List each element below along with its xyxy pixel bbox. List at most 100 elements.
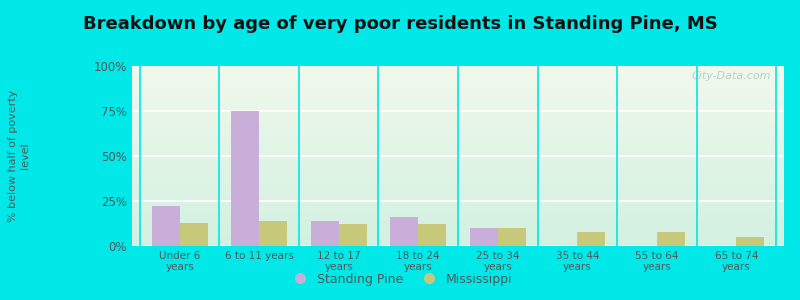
Bar xyxy=(132,68,784,69)
Bar xyxy=(132,104,784,105)
Bar xyxy=(132,89,784,90)
Bar xyxy=(132,119,784,120)
Bar xyxy=(390,217,418,246)
Bar xyxy=(132,215,784,216)
Text: % below half of poverty
level: % below half of poverty level xyxy=(8,90,30,222)
Bar xyxy=(132,146,784,147)
Bar xyxy=(132,140,784,141)
Bar xyxy=(132,170,784,171)
Bar xyxy=(132,203,784,204)
Bar xyxy=(132,228,784,229)
Bar xyxy=(132,204,784,205)
Bar xyxy=(132,130,784,131)
Bar xyxy=(132,114,784,115)
Bar xyxy=(132,129,784,130)
Bar xyxy=(132,200,784,201)
Bar xyxy=(132,152,784,153)
Bar xyxy=(132,149,784,150)
Bar xyxy=(132,242,784,243)
Bar xyxy=(132,169,784,170)
Bar xyxy=(132,80,784,81)
Bar xyxy=(132,145,784,146)
Bar xyxy=(132,151,784,152)
Bar xyxy=(132,86,784,87)
Bar xyxy=(132,164,784,165)
Bar xyxy=(132,121,784,122)
Bar xyxy=(132,112,784,113)
Bar xyxy=(132,167,784,168)
Bar xyxy=(132,132,784,133)
Bar xyxy=(132,66,784,67)
Bar xyxy=(132,191,784,192)
Bar xyxy=(132,160,784,161)
Bar xyxy=(132,183,784,184)
Bar xyxy=(132,157,784,158)
Bar xyxy=(132,231,784,232)
Bar xyxy=(132,214,784,215)
Bar xyxy=(132,163,784,164)
Bar xyxy=(132,93,784,94)
Bar xyxy=(132,234,784,235)
Bar xyxy=(132,113,784,114)
Bar xyxy=(132,98,784,99)
Bar xyxy=(132,153,784,154)
Bar xyxy=(259,221,287,246)
Bar xyxy=(132,90,784,91)
Bar xyxy=(132,220,784,221)
Bar xyxy=(132,222,784,223)
Bar xyxy=(132,235,784,236)
Bar xyxy=(132,210,784,211)
Bar xyxy=(132,134,784,135)
Legend: Standing Pine, Mississippi: Standing Pine, Mississippi xyxy=(282,268,518,291)
Bar xyxy=(132,101,784,102)
Bar xyxy=(231,111,259,246)
Bar xyxy=(152,206,180,246)
Bar xyxy=(132,97,784,98)
Bar xyxy=(132,126,784,127)
Bar xyxy=(311,221,338,246)
Bar xyxy=(132,138,784,139)
Bar xyxy=(132,209,784,210)
Bar xyxy=(132,74,784,75)
Bar xyxy=(132,82,784,83)
Bar xyxy=(132,79,784,80)
Bar xyxy=(132,84,784,85)
Bar xyxy=(132,168,784,169)
Bar xyxy=(132,237,784,238)
Bar xyxy=(132,165,784,166)
Bar xyxy=(132,238,784,239)
Bar xyxy=(132,162,784,163)
Bar xyxy=(132,133,784,134)
Bar xyxy=(132,136,784,137)
Bar xyxy=(132,184,784,185)
Bar xyxy=(132,69,784,70)
Bar xyxy=(132,198,784,199)
Bar xyxy=(132,205,784,206)
Bar xyxy=(132,73,784,74)
Bar xyxy=(132,85,784,86)
Bar xyxy=(132,118,784,119)
Bar xyxy=(132,75,784,76)
Bar xyxy=(132,177,784,178)
Bar xyxy=(132,171,784,172)
Bar xyxy=(132,207,784,208)
Bar xyxy=(132,77,784,78)
Bar xyxy=(132,111,784,112)
Bar xyxy=(132,83,784,84)
Bar xyxy=(132,182,784,183)
Bar xyxy=(132,223,784,224)
Bar xyxy=(132,243,784,244)
Bar xyxy=(132,148,784,149)
Bar xyxy=(470,228,498,246)
Bar xyxy=(132,192,784,193)
Bar xyxy=(132,87,784,88)
Bar xyxy=(132,245,784,246)
Bar xyxy=(132,139,784,140)
Bar xyxy=(132,189,784,190)
Bar xyxy=(132,173,784,174)
Bar xyxy=(132,123,784,124)
Bar xyxy=(132,174,784,175)
Bar xyxy=(132,103,784,104)
Bar xyxy=(132,107,784,108)
Bar xyxy=(132,179,784,180)
